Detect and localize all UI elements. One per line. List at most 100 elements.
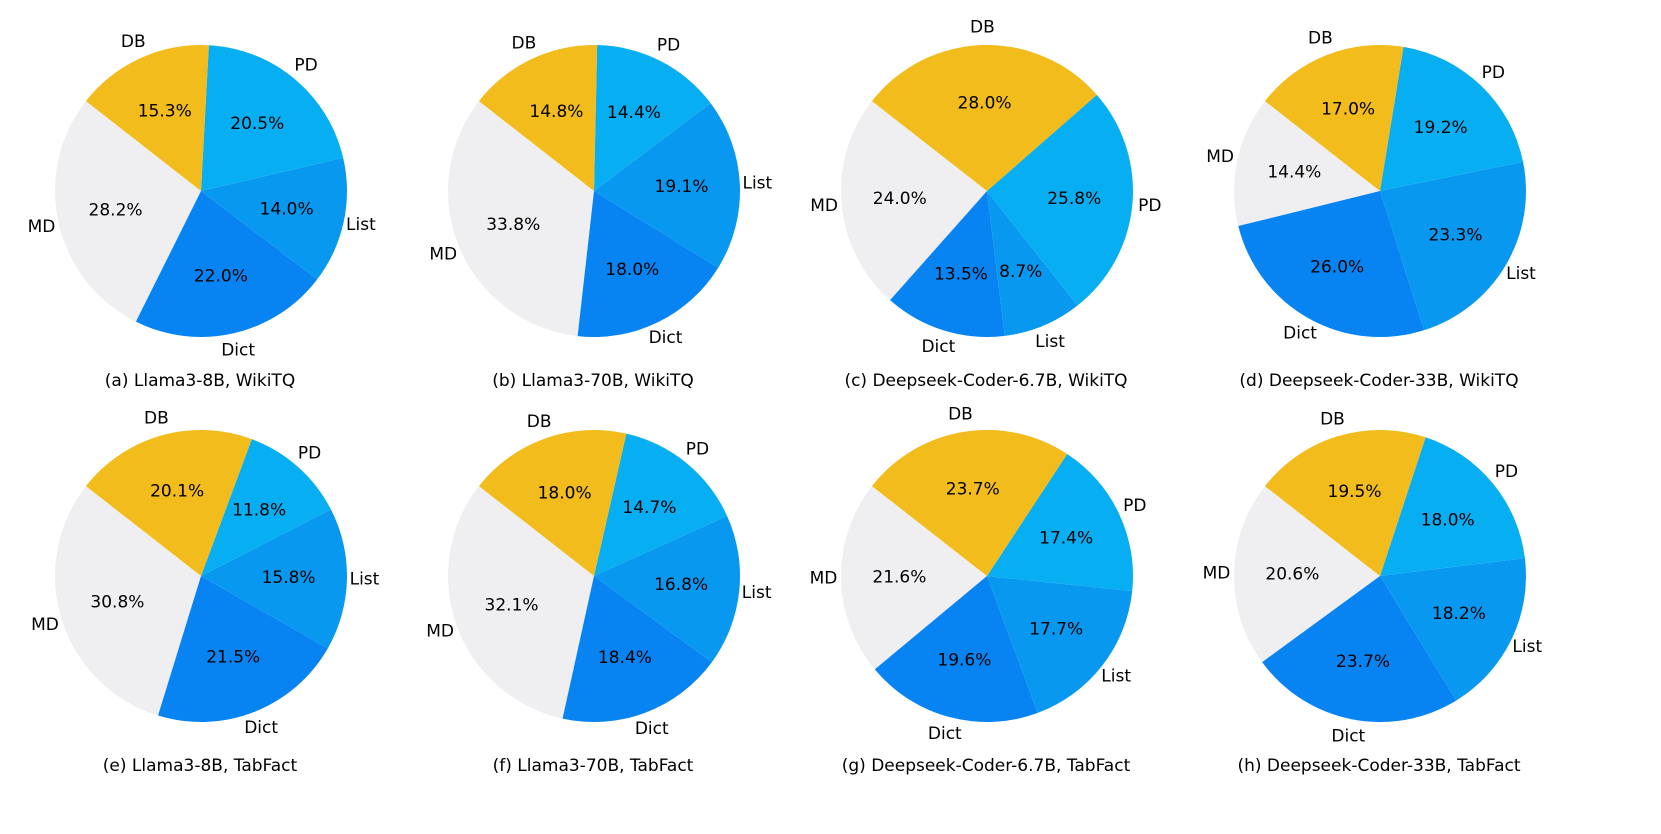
slice-value-label-md: 20.6% [1265,565,1319,585]
caption-c: (c) Deepseek-Coder-6.7B, WikiTQ [844,371,1128,391]
caption-a: (a) Llama3-8B, WikiTQ [104,371,296,391]
slice-category-label-md: MD [31,615,59,635]
slice-value-label-db: 23.7% [946,480,1000,500]
slice-category-label-db: DB [144,409,169,429]
slice-category-label-list: List [742,583,772,603]
slice-value-label-dict: 19.6% [937,651,991,671]
pie-slice-db [871,429,1068,576]
pie-slice-md [1233,486,1380,663]
slice-value-label-list: 16.8% [654,575,708,595]
slice-category-label-db: DB [948,405,973,425]
slice-value-label-dict: 18.0% [605,260,659,280]
slice-category-label-md: MD [1206,147,1234,167]
pie-slice-dict [562,576,712,722]
slice-category-label-db: DB [121,32,146,52]
pie-slice-dict [874,576,1038,722]
slice-value-label-list: 15.8% [262,568,316,588]
pie-slice-dict [577,191,719,338]
pie-slice-list [987,576,1133,713]
slice-value-label-db: 14.8% [529,102,583,122]
slice-category-label-pd: PD [1123,496,1146,516]
caption-h: (h) Deepseek-Coder-33B, TabFact [1237,756,1521,776]
slice-category-label-dict: Dict [635,719,669,739]
slice-category-label-md: MD [810,569,838,589]
slice-category-label-pd: PD [298,444,321,464]
slice-category-label-dict: Dict [1283,324,1317,344]
slice-value-label-dict: 22.0% [194,266,248,286]
slice-value-label-dict: 18.4% [598,648,652,668]
slice-value-label-list: 18.2% [1432,604,1486,624]
pie-slice-list [594,515,741,663]
slice-category-label-list: List [742,173,772,193]
pie-slice-dict [135,191,318,337]
pie-chart-e: 30.8% MD 21.5% Dict 15.8% List 11.8% PD 20.1% DB [31,409,380,738]
slice-category-label-db: DB [527,412,552,432]
slice-category-label-md: MD [810,196,838,216]
slice-category-label-dict: Dict [649,328,683,348]
pie-slice-db [1264,429,1426,576]
caption-g: (g) Deepseek-Coder-6.7B, TabFact [841,756,1131,776]
slice-category-label-db: DB [1320,410,1345,430]
pie-slice-pd [1380,437,1525,576]
pie-slice-db [85,44,209,192]
slice-value-label-pd: 19.2% [1414,118,1468,138]
slice-category-label-dict: Dict [921,337,955,357]
slice-value-label-pd: 20.5% [230,114,284,134]
pie-chart-h: 20.6% MD 23.7% Dict 18.2% List 18.0% PD 19.5% DB [1203,410,1543,747]
pie-slice-md [447,486,594,719]
pie-slice-pd [987,94,1134,306]
pie-slice-pd [987,454,1133,592]
pie-slice-dict [158,576,328,722]
slice-value-label-pd: 18.0% [1421,510,1475,530]
slice-value-label-pd: 25.8% [1047,189,1101,209]
slice-value-label-md: 28.2% [89,200,143,220]
slice-category-label-db: DB [970,18,995,38]
pie-slice-list [594,103,740,268]
slice-category-label-list: List [350,570,380,590]
slice-category-label-db: DB [512,33,537,53]
slice-value-label-md: 30.8% [90,592,144,612]
pie-slice-md [54,101,201,322]
slice-value-label-md: 14.4% [1267,163,1321,183]
slice-value-label-list: 19.1% [655,177,709,197]
slice-value-label-dict: 21.5% [206,647,260,667]
slice-category-label-dict: Dict [244,718,278,738]
pie-chart-f: 32.1% MD 18.4% Dict 16.8% List 14.7% PD 18.0% DB [426,412,772,739]
slice-value-label-db: 18.0% [538,483,592,503]
slice-category-label-pd: PD [294,56,317,76]
slice-value-label-dict: 13.5% [934,265,988,285]
slice-value-label-md: 21.6% [872,567,926,587]
pie-slice-db [871,44,1097,191]
slice-value-label-dict: 23.7% [1336,652,1390,672]
pie-slice-list [201,509,347,649]
slice-category-label-md: MD [426,621,454,641]
slice-category-label-dict: Dict [928,724,962,744]
pie-chart-c: 24.0% MD 13.5% Dict 8.7% List 25.8% PD 28.0% DB [810,18,1161,358]
pie-slice-pd [594,433,728,576]
pie-chart-a: 28.2% MD 22.0% Dict 14.0% List 20.5% PD 15.3% DB [28,32,376,360]
slice-category-label-pd: PD [1495,462,1518,482]
slice-category-label-pd: PD [1138,196,1161,216]
slice-category-label-list: List [1035,332,1065,352]
pie-slice-db [478,44,598,192]
slice-category-label-list: List [1506,264,1536,284]
pie-slice-md [840,486,987,670]
pie-slice-dict [1262,576,1457,723]
slice-category-label-dict: Dict [221,340,255,360]
pie-slice-md [1233,101,1380,227]
slice-value-label-pd: 14.7% [622,498,676,518]
slice-value-label-db: 20.1% [150,482,204,502]
pie-slice-list [1380,558,1526,701]
slice-category-label-dict: Dict [1331,726,1365,746]
slice-value-label-dict: 26.0% [1310,257,1364,277]
pie-slice-db [85,429,252,576]
slice-value-label-db: 28.0% [958,93,1012,113]
slice-category-label-md: MD [28,217,56,237]
slice-category-label-list: List [1512,637,1542,657]
slice-value-label-list: 8.7% [999,262,1042,282]
pie-slice-md [54,486,201,716]
slice-value-label-db: 19.5% [1328,482,1382,502]
slice-category-label-md: MD [429,244,457,264]
